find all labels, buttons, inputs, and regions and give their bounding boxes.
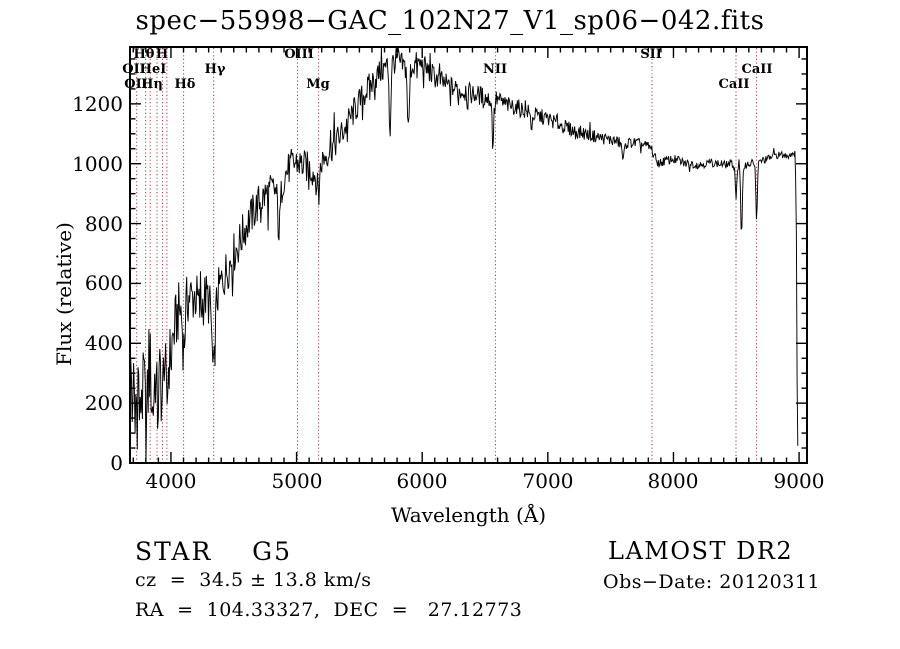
radial-velocity-label: cz = 34.5 ± 13.8 km/s xyxy=(135,569,372,591)
plot-title: spec−55998−GAC_102N27_V1_sp06−042.fits xyxy=(135,6,765,36)
spectral-line-label: OII xyxy=(122,62,146,77)
x-tick-label: 8000 xyxy=(647,469,699,493)
y-tick-label: 1200 xyxy=(72,92,123,116)
x-tick-label: 9000 xyxy=(773,469,825,493)
spectral-line-label: Hη xyxy=(141,77,163,92)
y-tick-label: 200 xyxy=(84,391,123,415)
ra-dec-label: RA = 104.33327, DEC = 27.12773 xyxy=(135,599,523,621)
spectral-line-label: OIII xyxy=(284,47,314,62)
x-tick-label: 6000 xyxy=(396,469,448,493)
spectral-line-label: CaII xyxy=(741,62,773,77)
y-tick-label: 1000 xyxy=(72,152,123,176)
x-tick-label: 4000 xyxy=(145,469,197,493)
spectral-line-label: CaII xyxy=(718,77,750,92)
obs-date-label: Obs−Date: 20120311 xyxy=(603,571,820,593)
spectral-line-label: OII xyxy=(124,77,148,92)
y-tick-label: 0 xyxy=(110,451,123,475)
plot-frame xyxy=(129,46,808,464)
spectral-line-label: HeI xyxy=(139,62,167,77)
spectrum-trace xyxy=(129,47,799,462)
y-tick-label: 800 xyxy=(84,212,123,236)
spectral-line-label: Mg xyxy=(306,77,330,92)
spectral-line-label: Hδ xyxy=(174,77,196,92)
x-axis-title: Wavelength (Å) xyxy=(390,503,547,527)
spectral-line-label: Hγ xyxy=(204,62,226,77)
x-tick-label: 7000 xyxy=(522,469,574,493)
survey-label: LAMOST DR2 xyxy=(608,537,794,565)
y-tick-label: 600 xyxy=(84,271,123,295)
spectral-line-label: SII xyxy=(640,47,662,62)
x-tick-label: 5000 xyxy=(271,469,323,493)
object-class-label: STAR G5 xyxy=(135,537,292,566)
y-tick-label: 400 xyxy=(84,331,123,355)
spectral-line-label: H xyxy=(155,47,169,62)
spectral-line-label: NII xyxy=(482,62,508,77)
spectral-line-label: Hθ xyxy=(133,47,155,62)
